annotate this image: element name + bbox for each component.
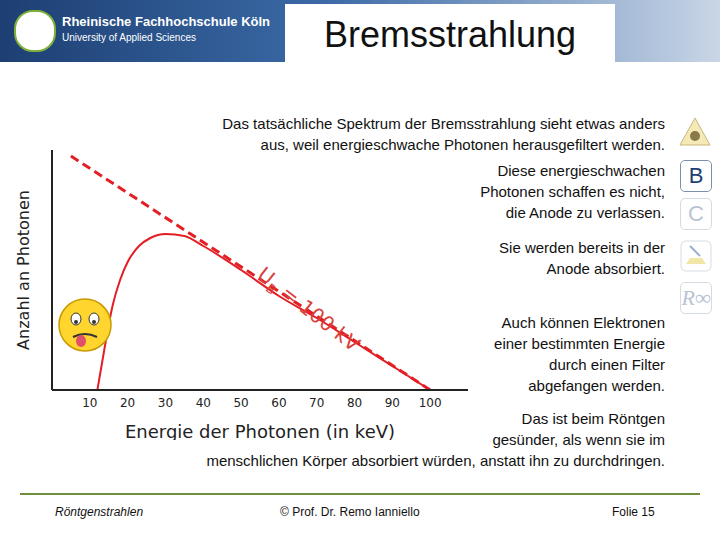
svg-text:20: 20 <box>120 396 135 410</box>
html-text:aus, weil energieschwache Phot: aus, weil energieschwache Photonen herau… <box>260 136 665 153</box>
svg-text:10: 10 <box>82 396 97 410</box>
html-text:B: B <box>262 280 280 298</box>
svg-text:90: 90 <box>385 396 400 410</box>
html-text:Folie 15: Folie 15 <box>612 505 655 519</box>
html-text:= 100 kV: = 100 kV <box>276 280 365 357</box>
svg-text:100: 100 <box>419 396 442 410</box>
html-text:R∞: R∞ <box>681 285 711 310</box>
html-text:U: U <box>253 262 280 290</box>
svg-text:70: 70 <box>309 396 324 410</box>
html-text:die Anode zu verlassen.: die Anode zu verlassen. <box>505 204 665 221</box>
html-text:Das ist beim Röntgen: Das ist beim Röntgen <box>521 410 665 427</box>
svg-text:Anzahl an Photonen: Anzahl an Photonen <box>15 190 33 350</box>
svg-text:40: 40 <box>196 396 211 410</box>
html-text:C: C <box>688 201 704 226</box>
html-text:Diese energieschwachen: Diese energieschwachen <box>497 162 665 179</box>
html-text:abgefangen werden.: abgefangen werden. <box>528 377 665 394</box>
html-text:Bremsstrahlung: Bremsstrahlung <box>323 14 576 55</box>
svg-text:50: 50 <box>233 396 248 410</box>
html-text:Sie werden bereits in der: Sie werden bereits in der <box>499 239 665 256</box>
svg-text:60: 60 <box>271 396 286 410</box>
svg-text:Energie der Photonen (in keV): Energie der Photonen (in keV) <box>125 421 395 440</box>
html-text:Anode absorbiert.: Anode absorbiert. <box>546 260 665 277</box>
svg-text:80: 80 <box>347 396 362 410</box>
html-text:Rheinische Fachhochschule Köln: Rheinische Fachhochschule Köln <box>62 14 270 29</box>
html-text:Auch können Elektronen: Auch können Elektronen <box>501 314 665 331</box>
html-text:menschlichen Körper absorbiert: menschlichen Körper absorbiert würden, a… <box>206 452 665 469</box>
html-text:einer bestimmten Energie: einer bestimmten Energie <box>494 335 665 352</box>
html-text:Röntgenstrahlen: Röntgenstrahlen <box>55 505 144 519</box>
html-text:University of Applied Sciences: University of Applied Sciences <box>62 32 196 43</box>
html-text:© Prof. Dr. Remo Ianniello: © Prof. Dr. Remo Ianniello <box>280 505 420 519</box>
html-text:gesünder, als wenn sie im: gesünder, als wenn sie im <box>492 431 665 448</box>
html-text:Photonen schaffen es nicht,: Photonen schaffen es nicht, <box>480 183 665 200</box>
svg-text:30: 30 <box>158 396 173 410</box>
html-text:Das tatsächliche Spektrum der: Das tatsächliche Spektrum der Bremsstrah… <box>222 115 665 132</box>
html-text:B: B <box>688 163 704 188</box>
html-text:durch einen Filter: durch einen Filter <box>549 356 665 373</box>
